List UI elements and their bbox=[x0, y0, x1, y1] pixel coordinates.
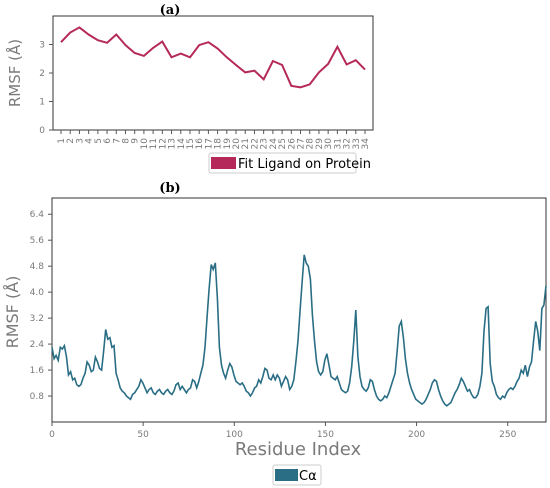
panel-a-x-tick-label: 22 bbox=[250, 138, 260, 149]
panel-a-y-tick-label: 2 bbox=[39, 69, 45, 79]
panel-a-x-tick-label: 10 bbox=[140, 138, 150, 150]
panel-a-y-axis-label: RMSF (Å) bbox=[5, 39, 24, 107]
panel-a-x-tick-label: 3 bbox=[75, 138, 85, 144]
panel-a-x-tick-label: 7 bbox=[112, 138, 122, 144]
panel-a-x-tick-label: 33 bbox=[352, 138, 362, 149]
panel-a-x-tick-label: 4 bbox=[85, 138, 95, 144]
panel-b-y-tick-label: 1.6 bbox=[30, 366, 45, 376]
panel-a-x-tick-label: 27 bbox=[297, 138, 307, 149]
panel-b-y-tick-label: 4.8 bbox=[30, 262, 45, 272]
panel-a-x-tick-label: 23 bbox=[260, 138, 270, 149]
panel-a-x-tick-label: 13 bbox=[168, 138, 178, 149]
panel-b-x-tick-label: 100 bbox=[226, 430, 243, 440]
panel-b-y-ticks: 0.8 1.6 2.4 3.2 4.0 4.8 5.6 6.4 bbox=[30, 210, 52, 402]
panel-a-x-tick-label: 25 bbox=[278, 138, 288, 149]
panel-b-legend-swatch bbox=[275, 469, 298, 481]
panel-b-x-ticks: 0 50 100 150 200 250 bbox=[49, 422, 517, 440]
panel-b-y-tick-label: 0.8 bbox=[30, 392, 45, 402]
panel-a-x-tick-label: 14 bbox=[177, 138, 187, 150]
panel-a-series-line bbox=[60, 26, 366, 89]
panel-b-y-tick-label: 4.0 bbox=[30, 288, 45, 298]
panel-a-x-tick-label: 11 bbox=[149, 138, 159, 149]
panel-a-x-tick-label: 26 bbox=[287, 138, 297, 150]
panel-a-legend-label: Fit Ligand on Protein bbox=[238, 157, 371, 172]
panel-a-y-tick-label: 1 bbox=[39, 98, 45, 108]
panel-b-y-tick-label: 2.4 bbox=[30, 340, 45, 350]
panel-b-y-tick-label: 3.2 bbox=[30, 314, 44, 324]
panel-a-x-tick-label: 16 bbox=[195, 138, 205, 150]
panel-a-x-tick-label: 20 bbox=[232, 138, 242, 150]
panel-b-series-line bbox=[51, 254, 547, 407]
panel-b-legend: Cα bbox=[272, 464, 322, 486]
panel-a-y-tick-label: 3 bbox=[39, 41, 45, 51]
panel-a-x-tick-label: 18 bbox=[214, 138, 224, 150]
panel-a-x-tick-label: 5 bbox=[94, 138, 104, 144]
panel-a-x-tick-label: 32 bbox=[343, 138, 353, 149]
panel-a-x-tick-label: 1 bbox=[57, 138, 67, 144]
panel-a-x-tick-label: 21 bbox=[241, 138, 251, 149]
panel-a-x-tick-label: 12 bbox=[158, 138, 168, 149]
panel-a-legend: Fit Ligand on Protein bbox=[208, 152, 371, 174]
panel-a-legend-box bbox=[208, 152, 357, 174]
panel-b-x-tick-label: 50 bbox=[137, 430, 149, 440]
panel-b-label: (b) bbox=[159, 181, 180, 196]
panel-b-y-tick-label: 6.4 bbox=[30, 210, 45, 220]
panel-a-x-tick-label: 2 bbox=[66, 138, 76, 144]
panel-a-y-ticks: 0 1 2 3 bbox=[39, 41, 53, 136]
panel-a-x-tick-label: 15 bbox=[186, 138, 196, 149]
panel-b-y-tick-label: 5.6 bbox=[30, 236, 45, 246]
panel-b-x-tick-label: 200 bbox=[408, 430, 425, 440]
panel-a-plot-frame bbox=[52, 15, 374, 131]
panel-b-plot-frame bbox=[51, 197, 547, 423]
panel-a-label: (a) bbox=[160, 3, 181, 18]
panel-a-x-tick-label: 34 bbox=[361, 138, 371, 150]
panel-b-x-axis-label: Residue Index bbox=[235, 439, 362, 460]
panel-a-x-tick-label: 8 bbox=[121, 138, 131, 144]
panel-b-y-axis-label: RMSF (Å) bbox=[3, 276, 22, 349]
panel-a-y-tick-label: 0 bbox=[39, 126, 45, 136]
panel-a-legend-swatch bbox=[211, 157, 236, 169]
panel-a-x-tick-label: 24 bbox=[269, 138, 279, 150]
panel-a-x-tick-label: 9 bbox=[131, 138, 141, 144]
panel-b-x-tick-label: 150 bbox=[317, 430, 334, 440]
panel-a-x-tick-label: 17 bbox=[204, 138, 214, 149]
panel-a-x-tick-label: 31 bbox=[333, 138, 343, 149]
panel-a-x-tick-label: 28 bbox=[306, 138, 316, 150]
panel-a-x-tick-label: 19 bbox=[223, 138, 233, 150]
panel-a-x-tick-label: 29 bbox=[315, 138, 325, 150]
panel-b-x-tick-label: 250 bbox=[499, 430, 516, 440]
panel-b-x-tick-label: 0 bbox=[49, 430, 55, 440]
panel-a-x-tick-label: 30 bbox=[324, 138, 334, 150]
panel-a-x-tick-label: 6 bbox=[103, 138, 113, 144]
panel-a-x-ticks: 1 2 3 4 5 6 7 8 9 10 11 12 13 14 15 16 17 18 19 20 21 22 23 24 2… bbox=[57, 130, 371, 149]
panel-b: (b) 0.8 1.6 2.4 3.2 4.0 4.8 5.6 6.4 0 50 100 150 20… bbox=[3, 181, 547, 486]
panel-b-legend-label: Cα bbox=[299, 469, 317, 484]
